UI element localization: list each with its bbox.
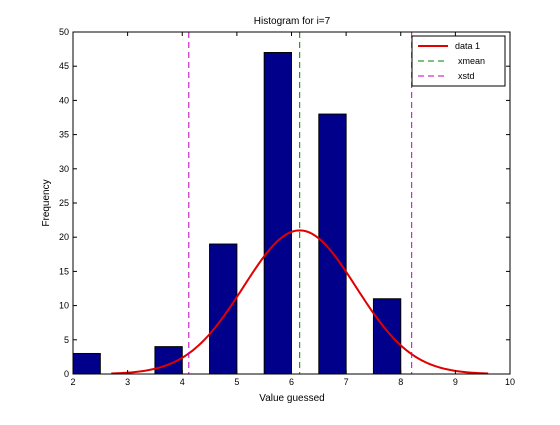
- y-tick-label: 5: [64, 335, 69, 345]
- x-tick-label: 8: [398, 377, 403, 387]
- y-tick-label: 30: [59, 164, 69, 174]
- y-tick-label: 35: [59, 130, 69, 140]
- y-tick-label: 40: [59, 95, 69, 105]
- y-tick-label: 25: [59, 198, 69, 208]
- x-axis-label: Value guessed: [259, 393, 324, 404]
- x-tick-label: 4: [180, 377, 185, 387]
- bar-4: [263, 52, 292, 375]
- y-tick-label: 0: [64, 369, 69, 379]
- plot-area-border: [72, 31, 511, 375]
- legend-box: [411, 35, 506, 87]
- bar-5: [318, 113, 347, 375]
- x-tick-label: 6: [289, 377, 294, 387]
- x-tick-label: 10: [505, 377, 515, 387]
- y-tick-label: 10: [59, 301, 69, 311]
- y-tick-label: 45: [59, 61, 69, 71]
- y-tick-label: 20: [59, 232, 69, 242]
- legend-label-data-1: data 1: [455, 41, 480, 51]
- x-tick-label: 9: [453, 377, 458, 387]
- y-tick-label: 15: [59, 266, 69, 276]
- legend: data 1 xmean xstd: [411, 35, 506, 87]
- bar-1: [72, 352, 101, 375]
- chart-title: Histogram for i=7: [254, 16, 331, 27]
- y-axis-label: Frequency: [41, 179, 52, 226]
- bar-3: [209, 243, 238, 375]
- legend-label-xmean: xmean: [458, 56, 485, 66]
- x-tick-label: 7: [344, 377, 349, 387]
- x-tick-label: 2: [70, 377, 75, 387]
- y-tick-label: 50: [59, 27, 69, 37]
- x-tick-label: 5: [234, 377, 239, 387]
- bar-6: [372, 298, 402, 375]
- series-data-1-curve: [111, 229, 489, 375]
- legend-label-xstd: xstd: [458, 71, 475, 81]
- x-tick-label: 3: [125, 377, 130, 387]
